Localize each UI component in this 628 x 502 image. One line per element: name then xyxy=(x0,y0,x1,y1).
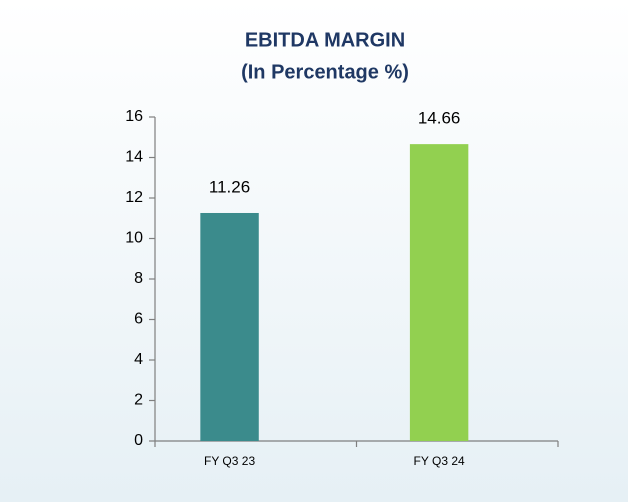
value-label: 11.26 xyxy=(209,177,250,196)
y-tick-label: 6 xyxy=(134,311,143,328)
y-tick-label: 10 xyxy=(125,230,143,247)
x-tick-label: FY Q3 23 xyxy=(204,454,255,468)
y-tick-label: 4 xyxy=(134,351,143,368)
bar xyxy=(200,212,259,441)
y-tick-label: 16 xyxy=(125,108,143,125)
y-tick-label: 8 xyxy=(134,270,143,287)
y-tick-label: 12 xyxy=(125,189,143,206)
chart-subtitle: (In Percentage %) xyxy=(241,61,409,83)
x-tick-label: FY Q3 24 xyxy=(414,454,465,468)
y-tick-label: 2 xyxy=(134,392,143,409)
value-label: 14.66 xyxy=(418,109,461,128)
y-tick-label: 0 xyxy=(134,432,143,449)
y-tick-label: 14 xyxy=(125,149,143,166)
chart-title: EBITDA MARGIN xyxy=(245,29,405,51)
bar xyxy=(409,144,469,441)
